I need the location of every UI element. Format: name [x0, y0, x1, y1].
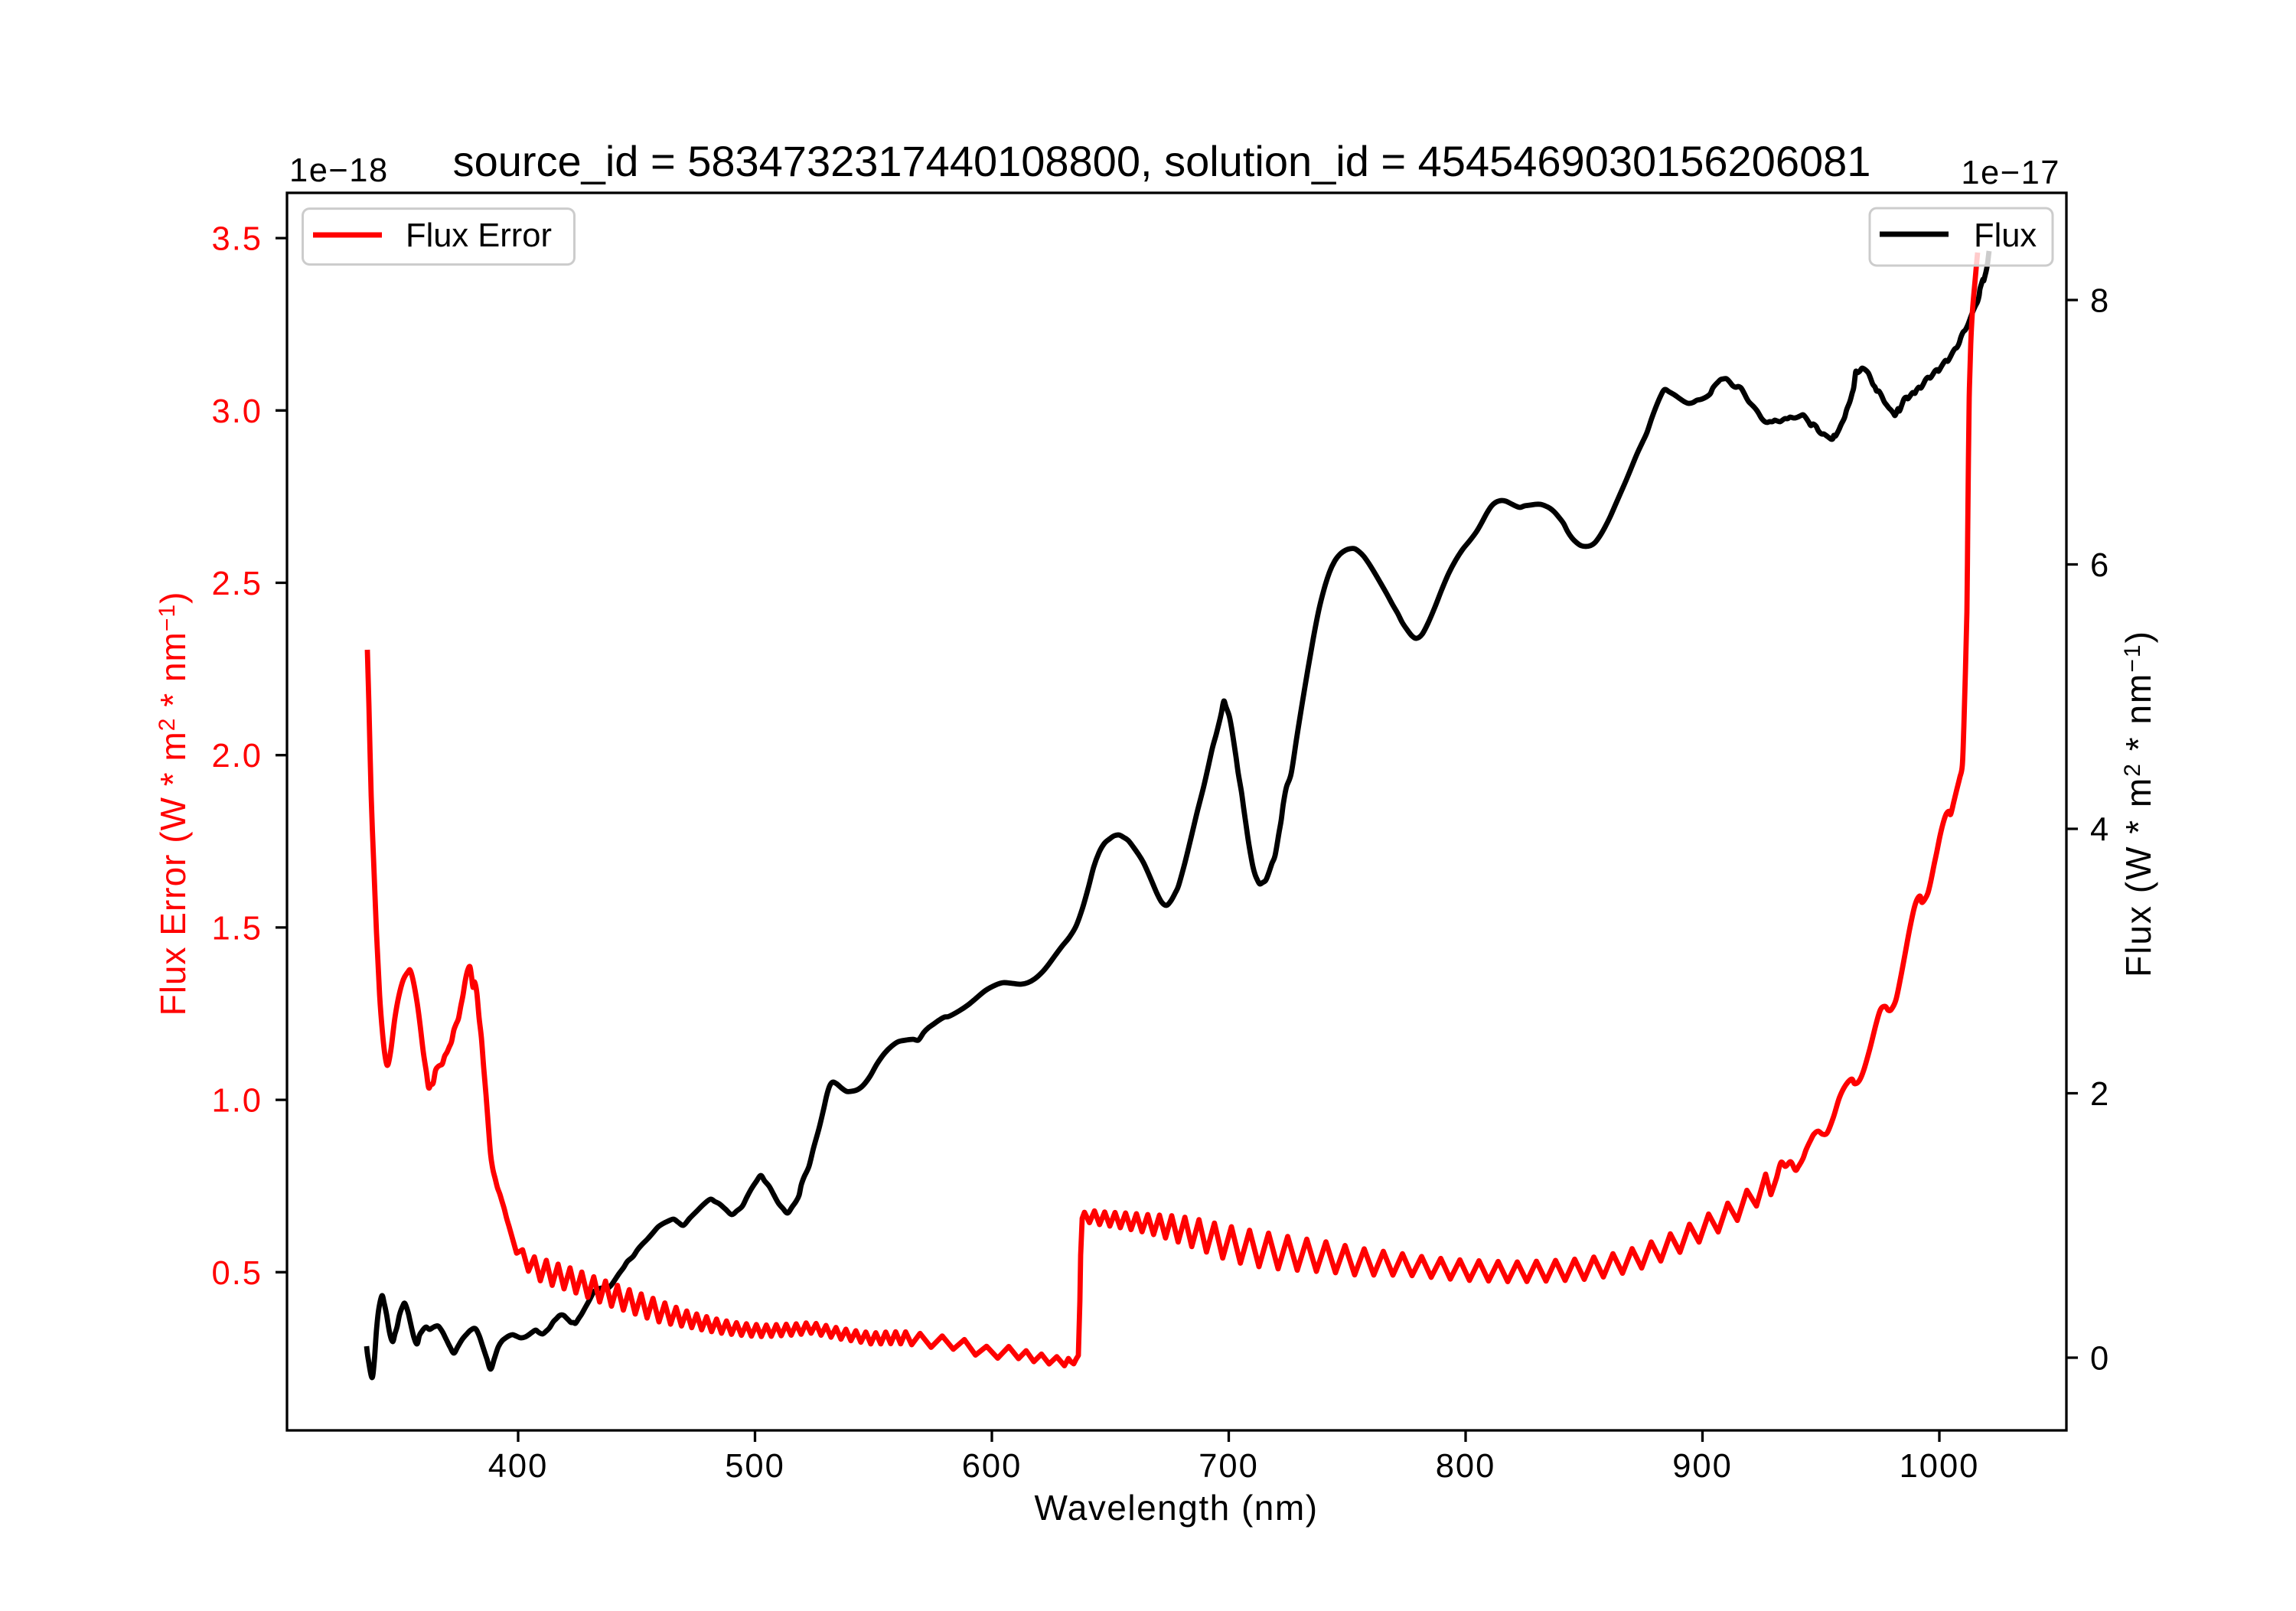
svg-text:Flux Error: Flux Error — [406, 217, 552, 254]
svg-text:Flux (W * m2​ * nm−1​): Flux (W * m2​ * nm−1​) — [2118, 630, 2158, 977]
svg-text:4: 4 — [2090, 812, 2108, 849]
svg-text:source_id = 583473231744010880: source_id = 5834732317440108800, solutio… — [453, 137, 1871, 185]
svg-text:800: 800 — [1436, 1448, 1496, 1485]
svg-text:Wavelength (nm): Wavelength (nm) — [1034, 1488, 1318, 1528]
svg-text:0.5: 0.5 — [212, 1255, 263, 1292]
svg-text:1.0: 1.0 — [212, 1083, 263, 1120]
svg-text:6: 6 — [2090, 547, 2108, 584]
svg-text:1e−18: 1e−18 — [289, 152, 389, 189]
svg-text:3.5: 3.5 — [212, 221, 263, 258]
svg-text:2.5: 2.5 — [212, 566, 263, 602]
svg-text:700: 700 — [1199, 1448, 1259, 1485]
svg-text:1.5: 1.5 — [212, 910, 263, 947]
svg-text:Flux: Flux — [1974, 217, 2037, 254]
svg-text:1000: 1000 — [1900, 1448, 1980, 1485]
svg-text:1e−17: 1e−17 — [1961, 155, 2060, 191]
svg-text:Flux Error (W * m2​ * nm−1​): Flux Error (W * m2​ * nm−1​) — [153, 592, 193, 1016]
svg-text:500: 500 — [725, 1448, 785, 1485]
svg-text:900: 900 — [1672, 1448, 1733, 1485]
svg-text:8: 8 — [2090, 283, 2108, 320]
svg-text:3.0: 3.0 — [212, 393, 263, 430]
svg-text:2: 2 — [2090, 1076, 2108, 1113]
svg-text:600: 600 — [962, 1448, 1022, 1485]
svg-text:2.0: 2.0 — [212, 738, 263, 775]
svg-text:0: 0 — [2090, 1341, 2108, 1378]
svg-text:400: 400 — [488, 1448, 549, 1485]
